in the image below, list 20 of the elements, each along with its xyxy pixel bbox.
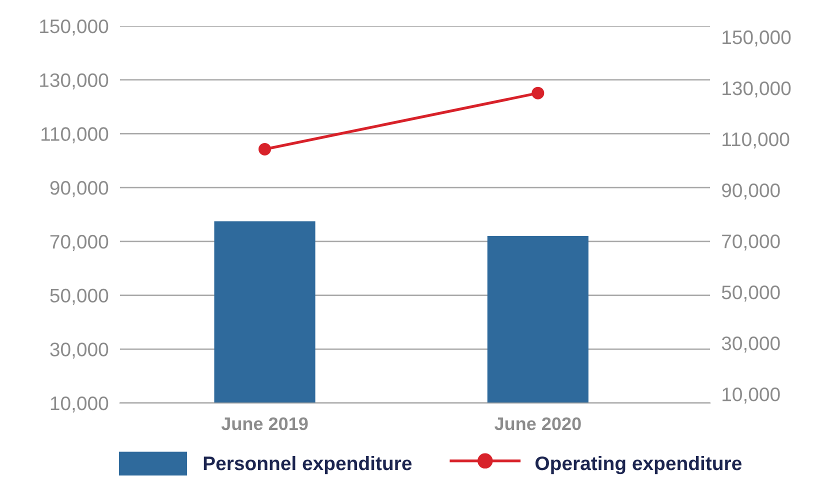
legend-label: Personnel expenditure (204, 456, 412, 474)
y2-tick-label: 70,000 (722, 234, 780, 251)
y2-tick-label: 130,000 (722, 81, 791, 98)
y-tick-label: 90,000 (50, 181, 108, 198)
legend-label: Operating expenditure (536, 456, 742, 474)
y-tick-label: 10,000 (50, 396, 108, 413)
y-tick-label: 50,000 (50, 288, 108, 305)
y-tick-label: 150,000 (40, 19, 108, 36)
x-tick-label: June 2019 (221, 417, 308, 430)
x-tick-label: June 2020 (494, 417, 581, 430)
y-tick-label: 130,000 (40, 73, 108, 90)
y2-tick-label: 150,000 (722, 30, 791, 46)
y-tick-label: 110,000 (42, 127, 108, 144)
y2-tick-label: 10,000 (722, 388, 780, 404)
y2-tick-label: 90,000 (722, 183, 780, 200)
y2-tick-label: 50,000 (722, 286, 780, 302)
y-tick-label: 70,000 (50, 234, 108, 251)
y2-tick-label: 30,000 (722, 336, 780, 353)
y2-tick-label: 110,000 (722, 132, 790, 149)
y-tick-label: 30,000 (50, 342, 108, 359)
